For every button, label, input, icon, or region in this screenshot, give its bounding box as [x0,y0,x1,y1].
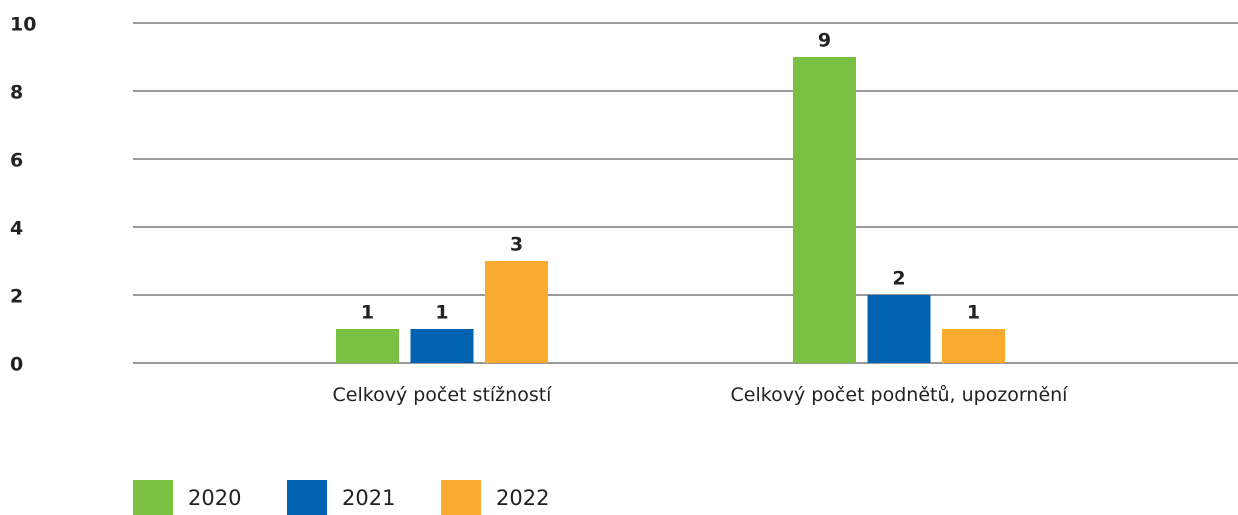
value-label: 3 [510,234,523,256]
y-tick-label: 2 [10,286,23,308]
bar [942,329,1005,363]
bar [485,261,548,363]
y-tick-label: 4 [10,218,23,240]
legend-swatch [133,480,173,515]
value-label: 9 [818,30,831,52]
y-tick-label: 0 [10,354,23,376]
value-label: 2 [892,268,905,290]
y-tick-label: 8 [10,82,23,104]
legend-swatch [287,480,327,515]
value-label: 1 [361,302,374,324]
bar [867,295,931,363]
x-tick-label: Celkový počet stížností [332,384,552,406]
legend-label: 2020 [188,486,241,510]
value-label: 1 [967,302,980,324]
bar [793,57,856,363]
y-tick-label: 6 [10,150,23,172]
bar [410,329,474,363]
value-label: 1 [435,302,448,324]
y-tick-label: 10 [10,14,36,36]
legend-label: 2021 [342,486,395,510]
legend-swatch [441,480,481,515]
x-tick-label: Celkový počet podnětů, upozornění [730,384,1068,406]
bar [336,329,399,363]
legend-label: 2022 [496,486,549,510]
